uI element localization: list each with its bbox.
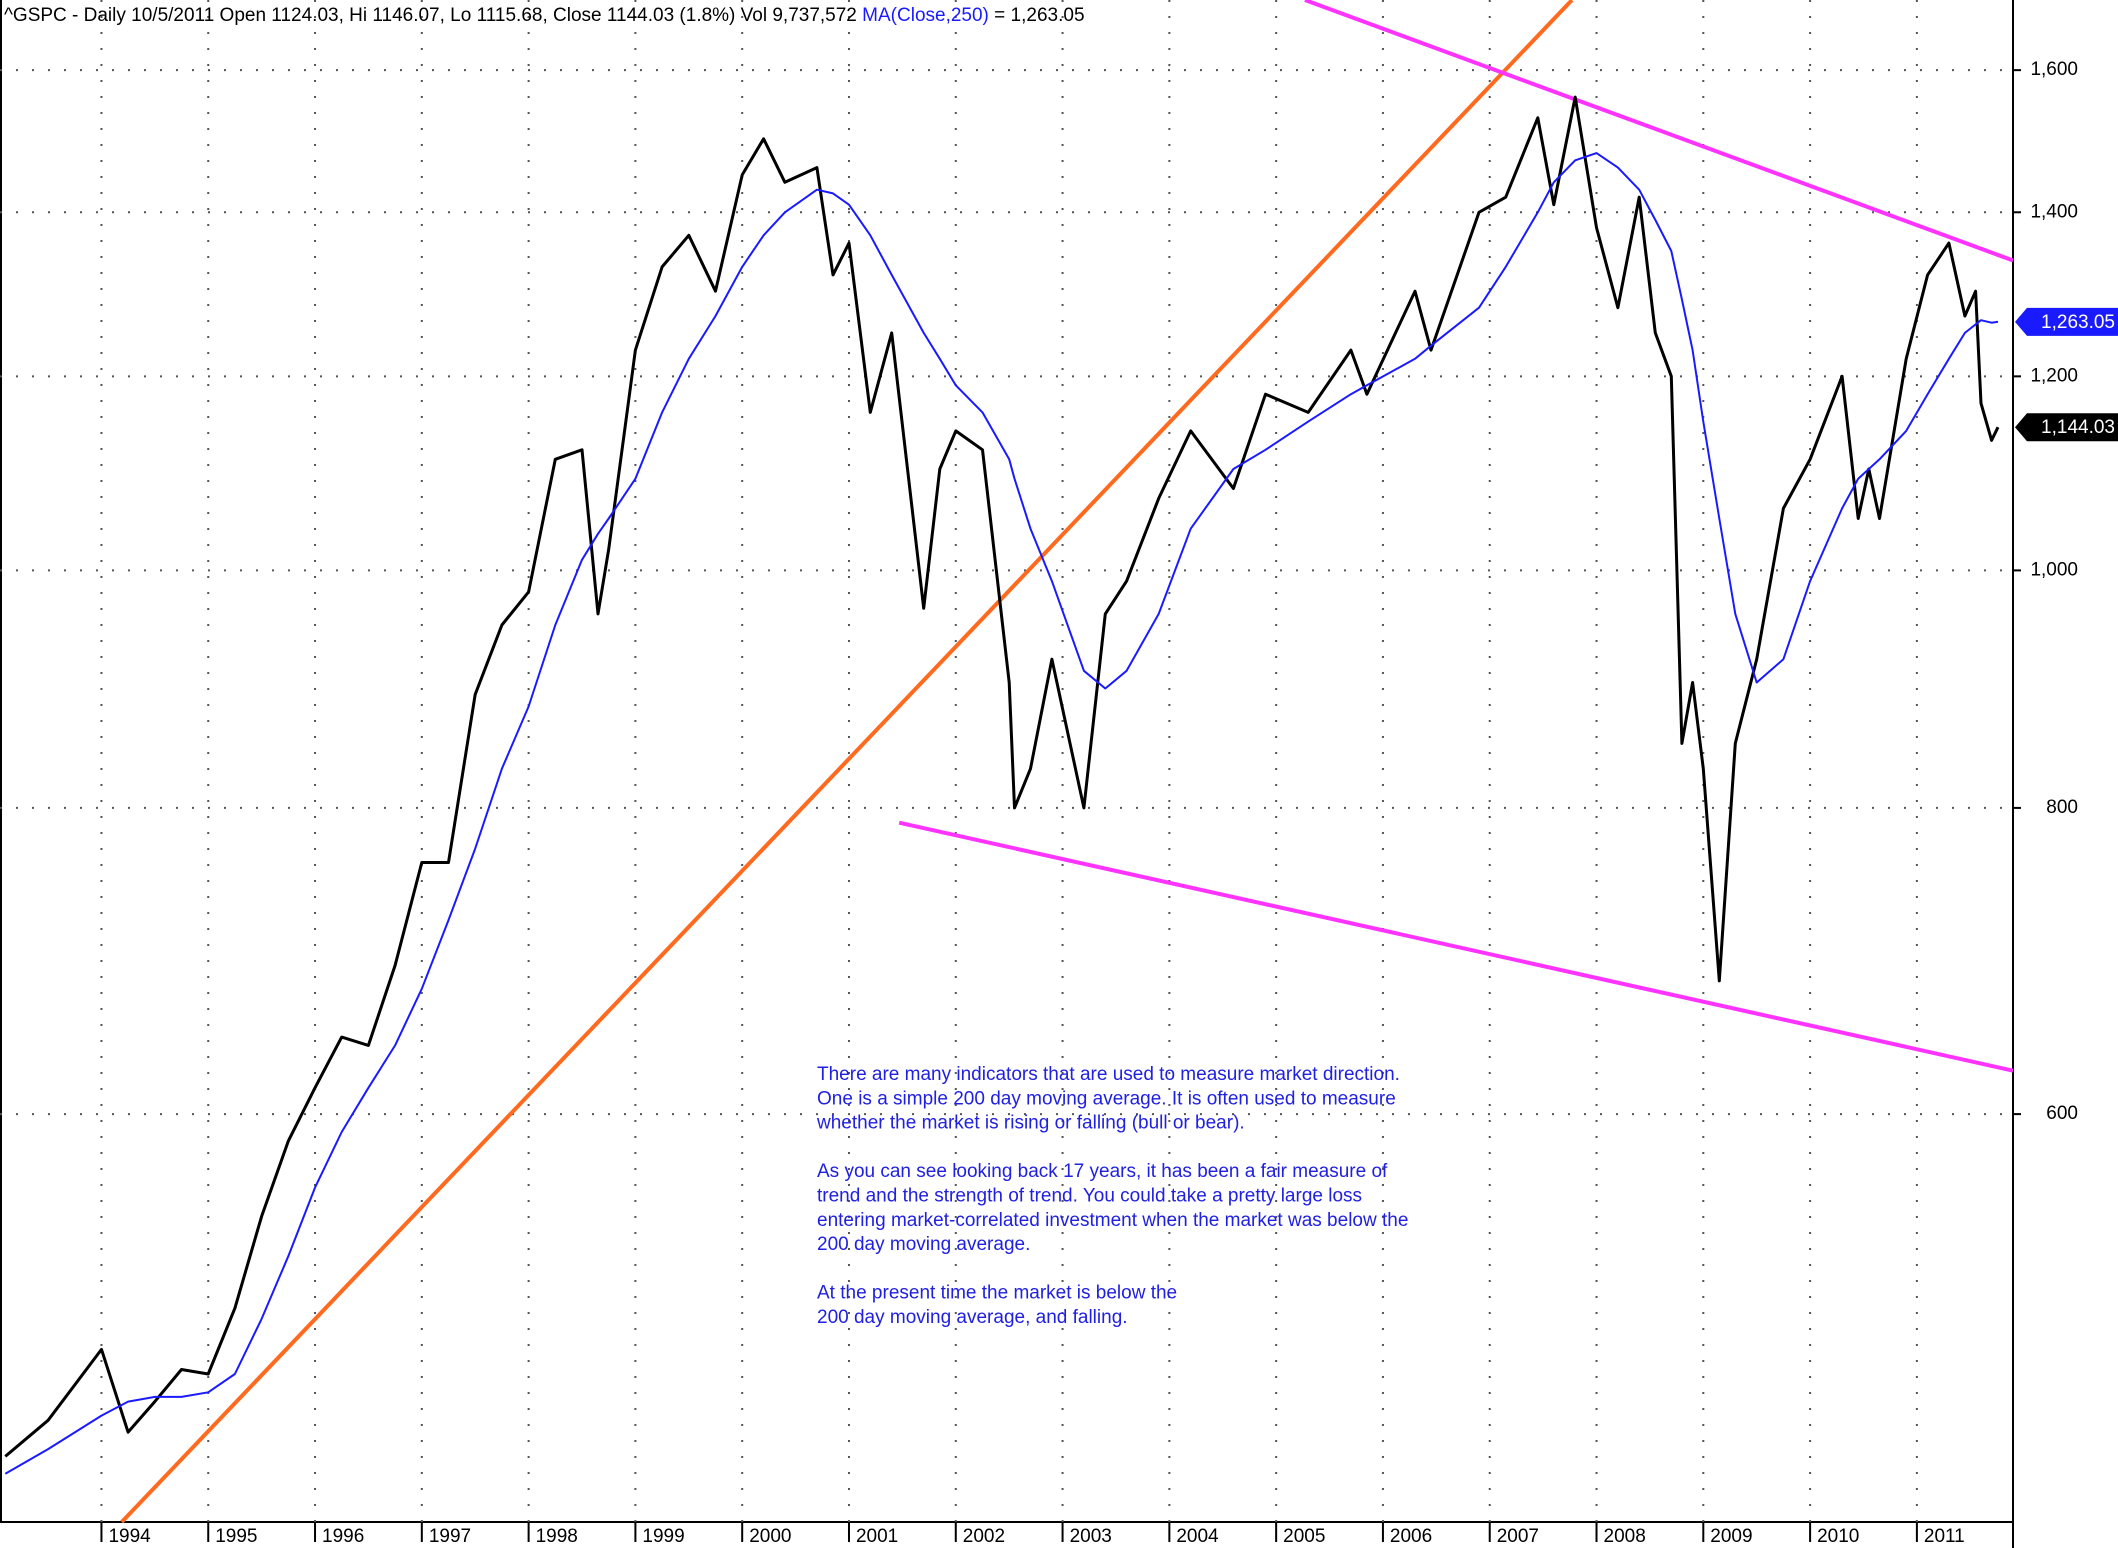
x-tick-label: 2002 [963,1526,1005,1547]
annotation-line: As you can see looking back 17 years, it… [817,1161,1388,1182]
x-tick-label: 2011 [1924,1526,1965,1547]
trendline [120,0,1574,1524]
y-tick-label: 600 [2046,1103,2078,1124]
last-value-tag: 1,263.05 [2015,307,2118,336]
last-value-tag: 1,144.03 [2015,413,2118,442]
x-tick-label: 1994 [108,1526,151,1547]
annotation-line: One is a simple 200 day moving average. … [817,1088,1396,1109]
x-tick-label: 2010 [1817,1526,1859,1547]
x-tick-label: 2008 [1604,1526,1646,1547]
x-tick-label: 2000 [749,1526,791,1547]
plot-area [0,0,2014,1524]
trendline [898,820,2014,1073]
y-tick-label: 1,200 [2030,365,2078,386]
y-tick-label: 1,000 [2030,559,2078,580]
x-tick-label: 2009 [1710,1526,1752,1547]
header-ma-label: MA(Close,250) [862,5,989,26]
x-tick-label: 2007 [1497,1526,1539,1547]
y-tick-label: 1,400 [2030,201,2078,222]
x-tick-label: 1996 [322,1526,364,1547]
x-tick-label: 1997 [429,1526,471,1547]
y-tick-label: 800 [2046,797,2078,818]
x-tick-label: 1999 [642,1526,684,1547]
last-value-box [2015,413,2118,442]
price-line [4,95,2000,1458]
annotation-line: At the present time the market is below … [817,1283,1177,1304]
annotation-line: entering market-correlated investment wh… [817,1210,1408,1231]
header: ^GSPC - Daily 10/5/2011 Open 1124.03, Hi… [4,5,1085,26]
x-tick-label: 2006 [1390,1526,1432,1547]
annotation-line: 200 day moving average. [817,1234,1030,1255]
last-value-label: 1,144.03 [2041,417,2115,438]
x-tick-label: 1998 [536,1526,578,1547]
y-tick-label: 1,600 [2030,59,2078,80]
annotation-line: trend and the strength of trend. You cou… [817,1186,1362,1207]
annotation-line: 200 day moving average, and falling. [817,1307,1128,1328]
annotation-line: There are many indicators that are used … [817,1064,1400,1085]
last-value-label: 1,263.05 [2041,312,2115,333]
x-tick-label: 1995 [215,1526,257,1547]
x-tick-label: 2001 [856,1526,898,1547]
x-tick-label: 2004 [1176,1526,1219,1547]
x-tick-label: 2005 [1283,1526,1325,1547]
moving-average-line [4,152,1999,1475]
last-value-box [2015,307,2118,336]
header-ma-value: = 1,263.05 [994,5,1084,26]
header-title: ^GSPC - Daily 10/5/2011 Open 1124.03, Hi… [4,5,857,26]
annotation-line: whether the market is rising or falling … [816,1113,1245,1134]
x-tick-label: 2003 [1070,1526,1112,1547]
trendline [1304,0,2014,263]
